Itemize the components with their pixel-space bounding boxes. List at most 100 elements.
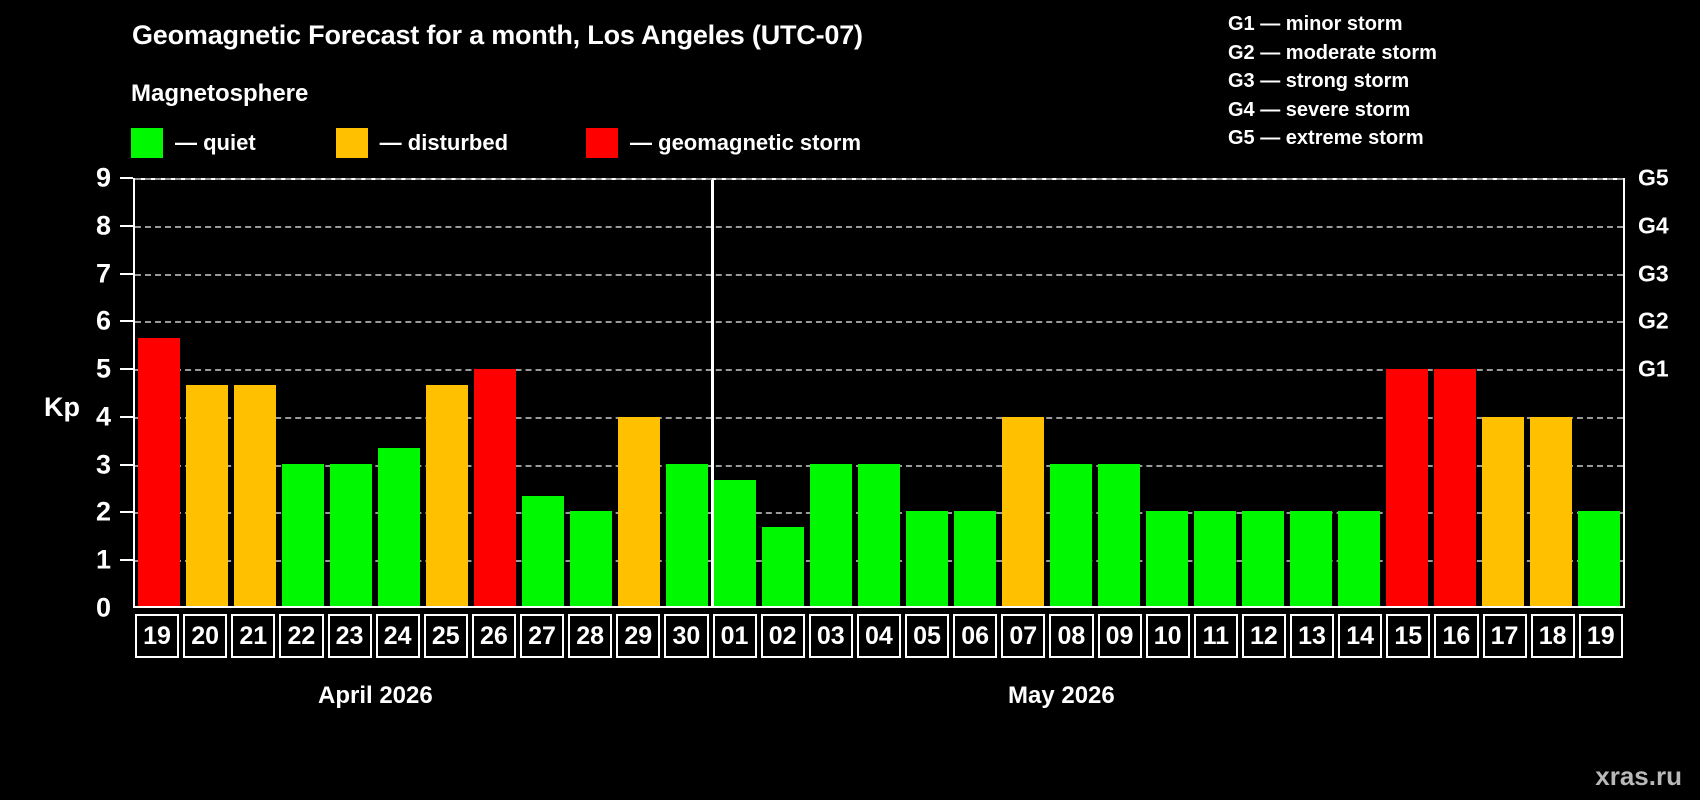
bar-09 bbox=[1098, 464, 1140, 606]
bar-cell bbox=[423, 180, 471, 606]
bar-cell bbox=[1335, 180, 1383, 606]
bar-30 bbox=[666, 464, 708, 606]
x-day-label-3: 22 bbox=[279, 614, 324, 658]
x-day-label-16: 05 bbox=[905, 614, 950, 658]
bar-18 bbox=[1530, 416, 1572, 606]
month-divider bbox=[711, 180, 715, 606]
legend-swatch-quiet bbox=[131, 128, 163, 158]
legend-swatch-storm bbox=[586, 128, 619, 158]
y-tick-mark-8 bbox=[120, 224, 133, 227]
y-tick-mark-1 bbox=[120, 559, 133, 562]
y-tick-label-2: 2 bbox=[95, 496, 111, 527]
bar-cell bbox=[1191, 180, 1239, 606]
bar-cell bbox=[1239, 180, 1287, 606]
g-axis-label-G5: G5 bbox=[1638, 164, 1669, 191]
x-day-label-9: 28 bbox=[568, 614, 613, 658]
x-axis-day-labels: 19 20 21 22 23 24 25 26 27 28 29 30 01 02 03 04 05 06 07 08… bbox=[133, 614, 1625, 658]
g-axis-label-G4: G4 bbox=[1638, 212, 1669, 239]
month-name: May 2026 bbox=[1008, 682, 1115, 709]
bar-23 bbox=[330, 464, 372, 606]
bar-series bbox=[135, 180, 1623, 606]
month-name: April 2026 bbox=[318, 682, 433, 709]
g-scale-legend: G1 — minor storm G2 — moderate storm G3 — … bbox=[1228, 10, 1437, 153]
bar-02 bbox=[762, 526, 804, 606]
bar-cell bbox=[1287, 180, 1335, 606]
bar-29 bbox=[618, 416, 660, 606]
bar-cell bbox=[759, 180, 807, 606]
bar-cell bbox=[135, 180, 183, 606]
bar-cell bbox=[951, 180, 999, 606]
legend-label-storm: — geomagnetic storm bbox=[630, 130, 862, 155]
g-scale-line-2: G2 — moderate storm bbox=[1228, 41, 1437, 64]
x-day-label-24: 13 bbox=[1290, 614, 1335, 658]
bar-20 bbox=[186, 384, 228, 606]
x-day-label-15: 04 bbox=[856, 614, 901, 658]
g-scale-line-1: G1 — minor storm bbox=[1228, 13, 1403, 35]
x-day-label-5: 24 bbox=[375, 614, 420, 658]
y-tick-mark-6 bbox=[120, 320, 133, 323]
bar-cell bbox=[183, 180, 231, 606]
bar-cell bbox=[567, 180, 615, 606]
bar-cell bbox=[1095, 180, 1143, 606]
x-day-label-7: 26 bbox=[471, 614, 516, 658]
legend-label-quiet: — quiet bbox=[175, 130, 256, 155]
x-day-label-11: 30 bbox=[664, 614, 709, 658]
bar-10 bbox=[1146, 511, 1188, 606]
y-tick-label-5: 5 bbox=[95, 353, 111, 384]
bar-cell bbox=[1383, 180, 1431, 606]
y-tick-label-3: 3 bbox=[95, 449, 111, 480]
bar-19 bbox=[138, 337, 180, 606]
bar-cell bbox=[999, 180, 1047, 606]
x-day-label-17: 06 bbox=[953, 614, 998, 658]
bar-08 bbox=[1050, 464, 1092, 606]
bar-cell bbox=[1575, 180, 1623, 606]
bar-cell bbox=[471, 180, 519, 606]
bar-16 bbox=[1434, 369, 1476, 606]
bar-cell bbox=[855, 180, 903, 606]
page-title: Geomagnetic Forecast for a month, Los An… bbox=[132, 20, 863, 50]
gridline-kp-5 bbox=[135, 369, 1623, 372]
x-day-label-18: 07 bbox=[1001, 614, 1046, 658]
bar-01 bbox=[714, 479, 756, 606]
bar-cell bbox=[903, 180, 951, 606]
bar-28 bbox=[570, 511, 612, 606]
y-tick-mark-9 bbox=[120, 177, 133, 179]
gridline-kp-4 bbox=[135, 416, 1623, 419]
g-scale-line-5: G5 — extreme storm bbox=[1228, 127, 1424, 149]
y-tick-mark-2 bbox=[120, 511, 133, 514]
y-axis-title: Kp bbox=[44, 392, 80, 422]
x-day-label-14: 03 bbox=[808, 614, 853, 658]
x-day-label-6: 25 bbox=[423, 614, 468, 658]
bar-cell bbox=[1479, 180, 1527, 606]
bar-22 bbox=[282, 464, 324, 606]
x-day-label-22: 11 bbox=[1193, 614, 1238, 658]
x-day-label-4: 23 bbox=[327, 614, 372, 658]
bar-cell bbox=[375, 180, 423, 606]
g-axis-label-G2: G2 bbox=[1638, 307, 1669, 334]
magnetosphere-label: Magnetosphere bbox=[131, 80, 309, 107]
gridline-kp-7 bbox=[135, 273, 1623, 276]
y-tick-mark-5 bbox=[120, 368, 133, 371]
bar-cell bbox=[711, 180, 759, 606]
y-tick-label-7: 7 bbox=[95, 258, 111, 289]
bar-11 bbox=[1194, 511, 1236, 606]
y-tick-label-1: 1 bbox=[95, 544, 111, 575]
gridline-kp-8 bbox=[135, 225, 1623, 228]
bar-cell bbox=[1143, 180, 1191, 606]
x-day-label-23: 12 bbox=[1241, 614, 1286, 658]
legend: — quiet — disturbed — geomagnetic storm bbox=[131, 128, 861, 158]
bar-03 bbox=[810, 464, 852, 606]
y-tick-label-6: 6 bbox=[95, 305, 111, 336]
y-tick-label-4: 4 bbox=[95, 401, 111, 432]
bar-cell bbox=[1047, 180, 1095, 606]
y-tick-mark-7 bbox=[120, 272, 133, 275]
y-tick-label-9: 9 bbox=[95, 162, 111, 193]
x-day-label-12: 01 bbox=[712, 614, 757, 658]
bar-19 bbox=[1578, 511, 1620, 606]
g-scale-line-3: G3 — strong storm bbox=[1228, 70, 1410, 92]
x-day-label-0: 19 bbox=[135, 614, 180, 658]
bar-07 bbox=[1002, 416, 1044, 606]
bar-cell bbox=[327, 180, 375, 606]
bar-cell bbox=[519, 180, 567, 606]
